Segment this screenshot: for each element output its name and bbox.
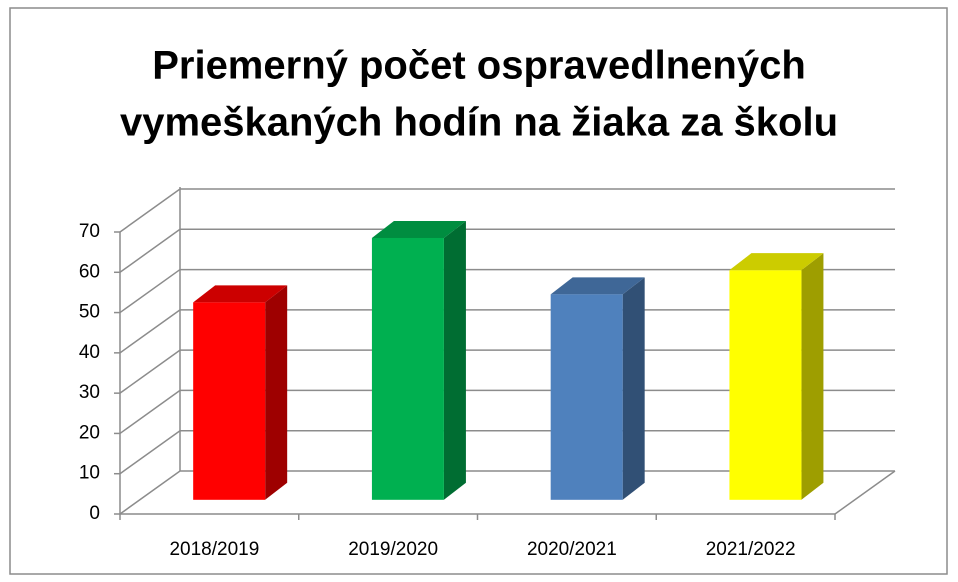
grid-line: [119, 228, 895, 273]
grid-line: [119, 429, 895, 475]
bar: [550, 294, 623, 500]
bar: [371, 237, 444, 500]
bar-side: [801, 253, 824, 500]
y-tick-label: 60: [79, 261, 100, 282]
x-tick-label: 2019/2020: [348, 539, 438, 560]
x-tick-label: 2021/2022: [706, 539, 796, 560]
y-tick-label: 30: [79, 382, 100, 403]
floor-edge: [834, 470, 896, 515]
y-tick-label: 50: [79, 302, 100, 323]
grid-line: [119, 188, 895, 233]
y-tick-label: 70: [79, 221, 100, 242]
y-tick-label: 40: [79, 342, 100, 363]
bar-top: [550, 277, 645, 295]
bar-side: [265, 285, 288, 500]
y-tick-label: 0: [89, 503, 100, 524]
grid-line: [119, 349, 895, 394]
bar-side: [443, 220, 466, 500]
chart-title: vymeškaných hodín na žiaka za školu: [120, 101, 838, 145]
bar-top: [193, 285, 288, 303]
grid-line: [119, 268, 895, 314]
bar-top: [371, 220, 466, 238]
bar-top: [729, 253, 824, 271]
bar: [729, 270, 802, 500]
plot-area: 0 10 20 30 40 50 60 70 2018/2019 2019/2020 2020/20…: [79, 187, 896, 560]
y-tick-label: 10: [79, 463, 100, 484]
grid-line: [119, 389, 895, 435]
grid-line: [119, 470, 895, 515]
y-tick-label: 20: [79, 422, 100, 443]
chart-title: Priemerný počet ospravedlnených: [152, 44, 806, 88]
bar-side: [622, 277, 645, 500]
bar: [193, 302, 266, 500]
x-tick-label: 2018/2019: [169, 539, 259, 560]
x-tick-label: 2020/2021: [527, 539, 617, 560]
grid-line: [119, 309, 895, 354]
